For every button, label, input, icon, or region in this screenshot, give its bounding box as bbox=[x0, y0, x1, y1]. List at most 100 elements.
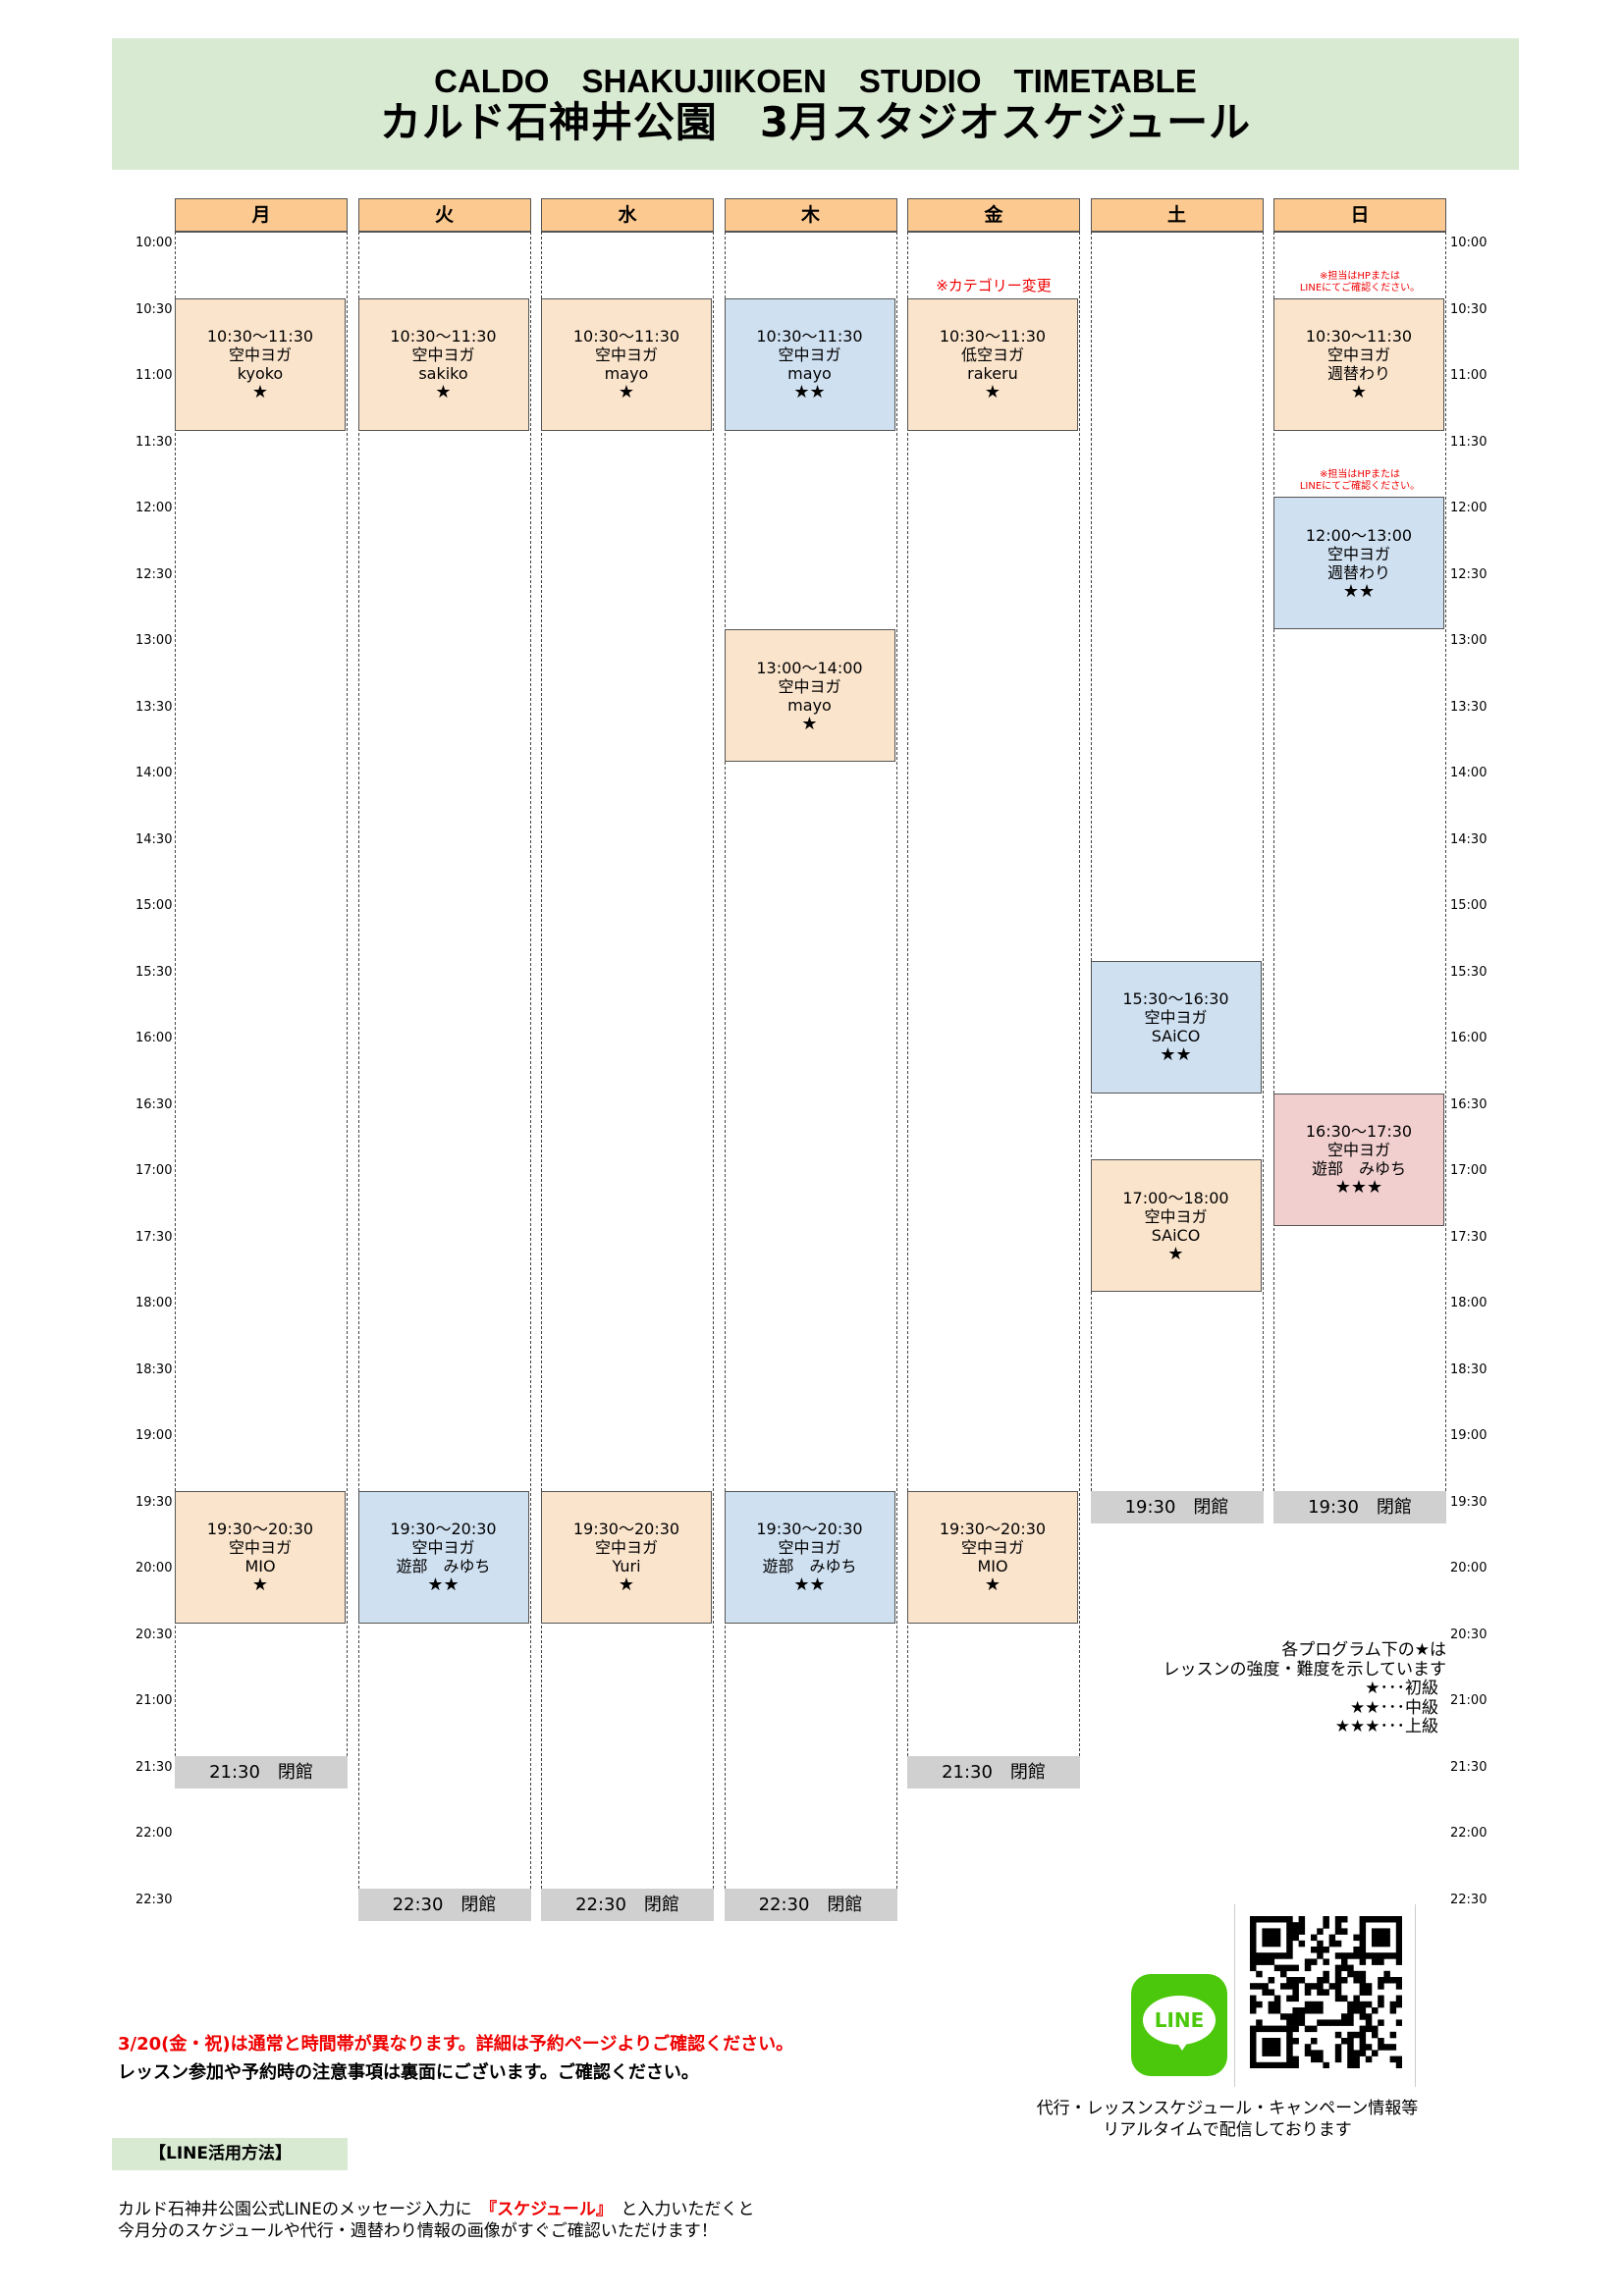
time-label: 13:30 bbox=[1450, 699, 1488, 715]
time-label: 19:00 bbox=[135, 1428, 173, 1443]
lesson-block[interactable]: 19:30～20:30 空中ヨガ MIO ★ bbox=[175, 1490, 346, 1624]
lesson-stars: ★ bbox=[1167, 1243, 1184, 1264]
lesson-block[interactable]: 10:30～11:30 空中ヨガ sakiko ★ bbox=[357, 297, 529, 431]
line-logo-text: LINE bbox=[1143, 1996, 1216, 2045]
time-label: 10:30 bbox=[135, 301, 173, 317]
lesson-block[interactable]: 10:30～11:30 空中ヨガ mayo ★ bbox=[541, 297, 712, 431]
lesson-time: 10:30～11:30 bbox=[756, 327, 863, 346]
lesson-stars: ★★ bbox=[793, 382, 826, 402]
lesson-time: 19:30～20:30 bbox=[939, 1520, 1047, 1538]
closing-label: 22:30 閉館 bbox=[357, 1888, 531, 1921]
lesson-block[interactable]: 19:30～20:30 空中ヨガ 遊部 みゆち ★★ bbox=[724, 1490, 895, 1624]
day-header: 日 bbox=[1273, 198, 1446, 233]
lesson-stars: ★ bbox=[984, 1575, 1001, 1595]
time-label: 21:30 bbox=[1450, 1759, 1488, 1775]
lesson-time: 10:30～11:30 bbox=[1305, 327, 1413, 346]
time-label: 22:30 bbox=[135, 1892, 173, 1907]
lesson-stars: ★★★ bbox=[1334, 1177, 1383, 1198]
lesson-title: 空中ヨガ bbox=[1144, 1008, 1208, 1027]
lesson-instructor: 遊部 みゆち bbox=[396, 1557, 491, 1575]
lesson-block[interactable]: 10:30～11:30 空中ヨガ kyoko ★ bbox=[175, 297, 346, 431]
time-label: 15:00 bbox=[135, 898, 173, 913]
qr-code-icon[interactable] bbox=[1234, 1904, 1416, 2087]
closing-label: 21:30 閉館 bbox=[175, 1755, 348, 1789]
lesson-stars: ★ bbox=[435, 382, 452, 402]
lesson-title: 空中ヨガ bbox=[1326, 1141, 1390, 1159]
time-label: 11:00 bbox=[135, 368, 173, 383]
lesson-stars: ★ bbox=[251, 1575, 269, 1595]
lesson-block[interactable]: 15:30～16:30 空中ヨガ SAiCO ★★ bbox=[1090, 960, 1262, 1094]
line-usage-text-b: と入力いただくと bbox=[604, 2200, 755, 2219]
lesson-stars: ★★ bbox=[1342, 580, 1376, 602]
lesson-time: 12:00～13:00 bbox=[1305, 525, 1413, 545]
time-label: 11:30 bbox=[135, 434, 173, 450]
lesson-instructor: MIO bbox=[977, 1557, 1008, 1575]
lesson-stars: ★★ bbox=[1160, 1044, 1192, 1065]
lesson-time: 16:30～17:30 bbox=[1305, 1122, 1413, 1141]
time-label: 20:30 bbox=[1450, 1627, 1488, 1642]
time-label: 15:30 bbox=[1450, 964, 1488, 980]
lesson-instructor: 週替わり bbox=[1326, 562, 1390, 582]
line-keyword: 『スケジュール』 bbox=[488, 2200, 605, 2219]
lesson-title: 空中ヨガ bbox=[594, 346, 658, 364]
time-label: 16:30 bbox=[1450, 1096, 1488, 1112]
time-label: 16:00 bbox=[1450, 1031, 1488, 1045]
legend-beginner: ★･･･初級 bbox=[1365, 1679, 1438, 1698]
qr-caption-line: リアルタイムで配信しております bbox=[1103, 2120, 1352, 2140]
time-label: 11:30 bbox=[1450, 434, 1488, 450]
lesson-block[interactable]: 19:30～20:30 空中ヨガ 遊部 みゆち ★★ bbox=[357, 1490, 529, 1624]
line-usage-heading: 【LINE活用方法】 bbox=[112, 2138, 348, 2170]
lesson-block[interactable]: 19:30～20:30 空中ヨガ MIO ★ bbox=[907, 1490, 1078, 1624]
time-label: 15:30 bbox=[135, 964, 173, 980]
time-label: 19:30 bbox=[135, 1494, 173, 1510]
day-header: 木 bbox=[724, 198, 897, 233]
lesson-instructor: kyoko bbox=[237, 364, 284, 383]
time-label: 13:00 bbox=[1450, 633, 1488, 648]
lesson-title: 空中ヨガ bbox=[960, 1538, 1024, 1557]
time-label: 20:30 bbox=[135, 1627, 173, 1642]
header-banner: CALDO SHAKUJIIKOEN STUDIO TIMETABLE カルド石… bbox=[112, 38, 1519, 170]
time-label: 14:30 bbox=[135, 831, 173, 847]
legend-advanced: ★★★･･･上級 bbox=[1334, 1717, 1438, 1736]
lesson-block[interactable]: 10:30～11:30 空中ヨガ mayo ★★ bbox=[724, 297, 895, 431]
holiday-notice: 3/20(金・祝)は通常と時間帯が異なります。詳細は予約ページよりご確認ください… bbox=[118, 2034, 794, 2055]
lesson-block[interactable]: 12:00～13:00 空中ヨガ 週替わり ★★ bbox=[1273, 497, 1444, 629]
lesson-block[interactable]: 16:30～17:30 空中ヨガ 遊部 みゆち ★★★ bbox=[1273, 1093, 1444, 1226]
lesson-title: 空中ヨガ bbox=[411, 346, 475, 364]
time-label: 18:30 bbox=[1450, 1362, 1488, 1377]
lesson-stars: ★★ bbox=[427, 1575, 460, 1595]
line-logo-icon[interactable]: LINE bbox=[1131, 1974, 1227, 2076]
lesson-time: 15:30～16:30 bbox=[1122, 989, 1229, 1008]
line-usage-text-2: 今月分のスケジュールや代行・週替わり情報の画像がすぐご確認いただけます！ bbox=[118, 2221, 718, 2241]
lesson-instructor: 遊部 みゆち bbox=[762, 1557, 857, 1575]
lesson-instructor: rakeru bbox=[967, 364, 1018, 383]
day-header: 土 bbox=[1090, 198, 1264, 233]
lesson-block[interactable]: 19:30～20:30 空中ヨガ Yuri ★ bbox=[541, 1490, 712, 1624]
time-label: 22:00 bbox=[135, 1826, 173, 1841]
time-label: 14:00 bbox=[1450, 766, 1488, 780]
time-label: 10:00 bbox=[1450, 236, 1488, 250]
lesson-block[interactable]: 13:00～14:00 空中ヨガ mayo ★ bbox=[724, 629, 895, 762]
lesson-block[interactable]: 17:00～18:00 空中ヨガ SAiCO ★ bbox=[1090, 1159, 1262, 1292]
closing-label: 22:30 閉館 bbox=[724, 1888, 897, 1921]
lesson-block[interactable]: 10:30～11:30 低空ヨガ rakeru ★ bbox=[907, 297, 1078, 431]
closing-label: 19:30 閉館 bbox=[1090, 1490, 1264, 1523]
precaution-notice: レッスン参加や予約時の注意事項は裏面にございます。ご確認ください。 bbox=[118, 2062, 699, 2083]
lesson-instructor: 遊部 みゆち bbox=[1311, 1159, 1406, 1178]
time-label: 21:30 bbox=[135, 1759, 173, 1775]
legend-line: レッスンの強度・難度を示しています bbox=[1163, 1659, 1447, 1680]
lesson-instructor: 週替わり bbox=[1326, 364, 1390, 383]
lesson-time: 17:00～18:00 bbox=[1122, 1188, 1229, 1207]
day-header: 月 bbox=[175, 198, 348, 233]
lesson-time: 10:30～11:30 bbox=[206, 327, 314, 346]
lesson-time: 19:30～20:30 bbox=[572, 1520, 680, 1538]
lesson-block[interactable]: 10:30～11:30 空中ヨガ 週替わり ★ bbox=[1273, 297, 1444, 431]
lesson-stars: ★ bbox=[984, 382, 1001, 402]
lesson-instructor: SAiCO bbox=[1151, 1225, 1201, 1245]
legend-intermediate: ★★･･･中級 bbox=[1350, 1697, 1438, 1718]
time-label: 15:00 bbox=[1450, 898, 1488, 913]
lesson-stars: ★ bbox=[618, 1575, 635, 1595]
lesson-stars: ★★ bbox=[793, 1575, 826, 1595]
day-header: 火 bbox=[357, 198, 531, 233]
